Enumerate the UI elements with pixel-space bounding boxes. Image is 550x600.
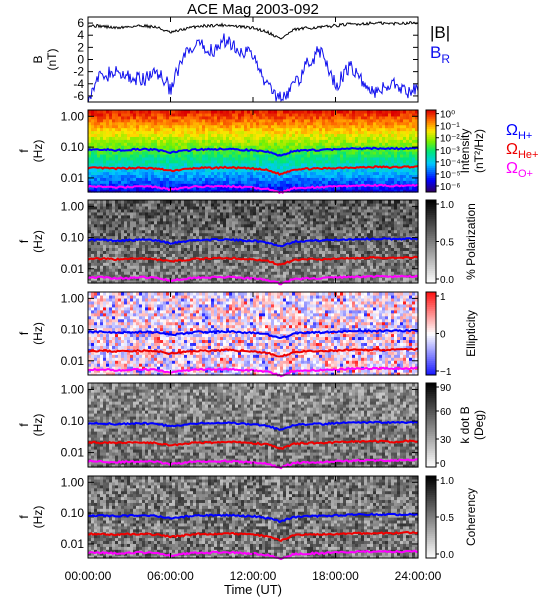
polarization-colorbar-tick: 0.5 [440, 238, 454, 249]
intensity-colorbar-unit: (nT²/Hz) [472, 129, 486, 173]
x-axis-label: Time (UT) [224, 582, 282, 597]
coherency-colorbar [426, 476, 436, 559]
intensity-ytick-label: 0.10 [61, 140, 85, 154]
polarization-ylabel-unit: (Hz) [31, 230, 45, 253]
legend-b-total: |B| [430, 23, 450, 42]
ellipticity-colorbar-tick: 1 [440, 292, 446, 303]
k-dot-b-colorbar-label: k dot B [458, 406, 472, 443]
x-tick-label: 06:00:00 [147, 569, 194, 583]
coherency-colorbar-label: Coherency [464, 488, 478, 546]
k-dot-b-colorbar-tick: 0 [440, 459, 446, 470]
coherency-ytick-label: 1.00 [61, 475, 85, 489]
k-dot-b-colorbar-tick: 90 [440, 383, 452, 394]
coherency-ytick-label: 0.01 [61, 537, 85, 551]
ellipticity-ylabel-unit: (Hz) [31, 322, 45, 345]
b-ylabel: B [31, 55, 45, 63]
ellipticity-colorbar-label: Ellipticity [464, 310, 478, 357]
legend-omega-o-plus: ΩO+ [506, 160, 533, 180]
coherency-colorbar-tick: 1.0 [440, 476, 454, 487]
intensity-ylabel: f [17, 149, 31, 153]
x-tick-label: 00:00:00 [65, 569, 112, 583]
intensity-colorbar-tick: 10⁰ [440, 110, 455, 121]
k-dot-b-ytick-label: 1.00 [61, 382, 85, 396]
k-dot-b-ytick-label: 0.10 [61, 414, 85, 428]
k-dot-b-colorbar [426, 383, 436, 468]
polarization-colorbar-tick: 1.0 [440, 200, 454, 211]
k-dot-b-ytick-label: 0.01 [61, 446, 85, 460]
intensity-colorbar-tick: 10⁻⁶ [440, 182, 461, 193]
ellipticity-colorbar-tick: 0 [440, 330, 446, 341]
polarization-ytick-label: 1.00 [61, 199, 85, 213]
polarization-colorbar [426, 200, 436, 284]
k-dot-b-heatmap [88, 383, 419, 468]
ellipticity-ylabel: f [17, 331, 31, 335]
coherency-ylabel-unit: (Hz) [31, 506, 45, 529]
k-dot-b-ylabel: f [17, 423, 31, 427]
k-dot-b-ylabel-unit: (Hz) [31, 414, 45, 437]
polarization-ytick-label: 0.01 [61, 262, 85, 276]
polarization-ylabel: f [17, 239, 31, 243]
k-dot-b-colorbar-tick: 60 [440, 407, 452, 418]
intensity-ylabel-unit: (Hz) [31, 140, 45, 163]
polarization-ytick-label: 0.10 [61, 231, 85, 245]
intensity-colorbar [426, 110, 436, 193]
intensity-colorbar-label: Intensity [458, 129, 472, 174]
intensity-ytick-label: 0.01 [61, 171, 85, 185]
ellipticity-ytick-label: 0.01 [61, 354, 85, 368]
series-b-total-line [88, 22, 418, 39]
series-b-r-line [88, 34, 418, 104]
k-dot-b-colorbar-unit: (Deg) [472, 410, 486, 440]
polarization-colorbar-tick: 0.0 [440, 275, 454, 286]
ellipticity-colorbar-tick: −1 [440, 367, 452, 378]
legend-omega-h-plus: ΩH+ [506, 122, 532, 142]
figure-title: ACE Mag 2003-092 [187, 1, 319, 18]
ellipticity-ytick-label: 1.00 [61, 291, 85, 305]
ellipticity-colorbar [426, 292, 436, 376]
b-ylabel-unit: (nT) [45, 49, 59, 71]
coherency-colorbar-tick: 0.5 [440, 513, 454, 524]
x-tick-label: 18:00:00 [312, 569, 359, 583]
legend-b-r: BR [430, 43, 450, 66]
coherency-colorbar-tick: 0.0 [440, 550, 454, 561]
x-tick-label: 24:00:00 [395, 569, 442, 583]
k-dot-b-colorbar-tick: 30 [440, 435, 452, 446]
coherency-ytick-label: 0.10 [61, 506, 85, 520]
polarization-colorbar-label: % Polarization [464, 203, 478, 280]
ellipticity-ytick-label: 0.10 [61, 323, 85, 337]
coherency-ylabel: f [17, 515, 31, 519]
legend-omega-he-plus: ΩHe+ [506, 141, 538, 161]
x-tick-label: 12:00:00 [230, 569, 277, 583]
intensity-ytick-label: 1.00 [61, 109, 85, 123]
b-ytick-label: -6 [73, 89, 84, 103]
